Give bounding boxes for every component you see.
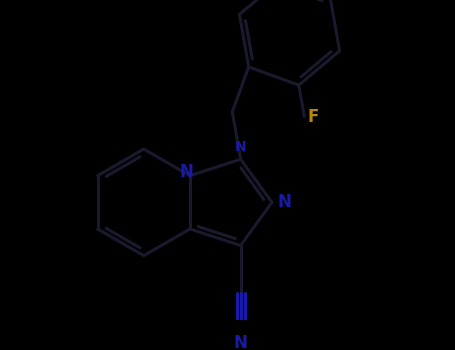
Text: N: N bbox=[235, 140, 247, 154]
Text: F: F bbox=[308, 108, 319, 126]
Text: N: N bbox=[234, 334, 248, 350]
Text: N: N bbox=[277, 193, 291, 211]
Text: N: N bbox=[179, 163, 193, 181]
